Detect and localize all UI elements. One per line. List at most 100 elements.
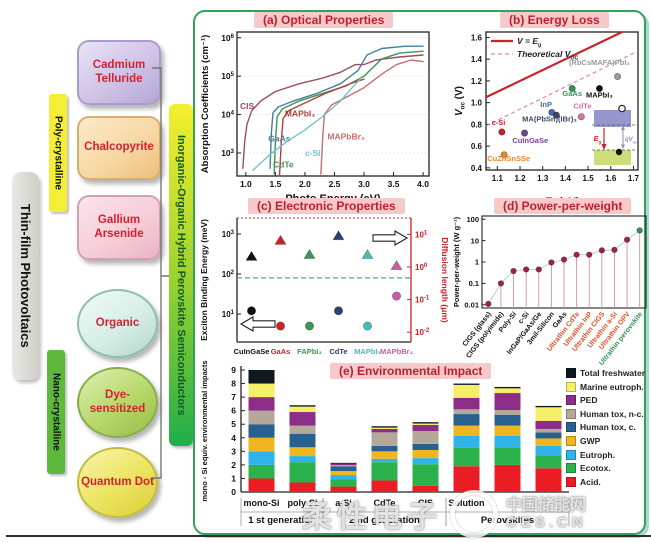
- svg-text:CdTe: CdTe: [329, 347, 347, 356]
- svg-text:Diffusion length (μm): Diffusion length (μm): [440, 237, 450, 323]
- svg-text:1.1: 1.1: [492, 174, 504, 183]
- svg-text:CIS: CIS: [240, 101, 255, 111]
- legend-label: Human tox, n-c.: [580, 408, 644, 419]
- svg-text:101: 101: [222, 310, 235, 319]
- watermark-brand: 中国储能网 CES.CN: [506, 496, 587, 531]
- legend-item-acid-: Acid.: [566, 476, 650, 487]
- watermark-brand-name: 中国储能网: [506, 496, 587, 514]
- svg-text:MAPbI₃: MAPbI₃: [354, 347, 381, 356]
- legend-item-human-tox-c-: Human tox, c.: [566, 422, 650, 433]
- point-(RbCsMAFA)PbI₃: [614, 73, 622, 81]
- svg-text:MAPbI₃: MAPbI₃: [586, 91, 613, 100]
- perovskite-bar-label: Inorganic-Organic Hybrid Perovskite Semi…: [175, 134, 187, 416]
- legend-label: Human tox, c.: [580, 422, 636, 433]
- bar-poly-Si: [289, 405, 316, 492]
- item-organic: Organic: [77, 289, 158, 358]
- svg-text:CuInGaSe: CuInGaSe: [234, 347, 270, 356]
- svg-text:Theoretical VOC: Theoretical VOC: [517, 49, 578, 62]
- chart-c-electronic-properties: 101 102 103 101 100 10-1 10-2 CuInGaSe GaAs FAPbI…: [199, 217, 450, 356]
- svg-text:0.4: 0.4: [471, 164, 483, 173]
- item-label: Chalcopyrite: [84, 141, 154, 154]
- svg-text:1.3: 1.3: [537, 174, 549, 183]
- point-Ultrathin InP: [586, 251, 593, 258]
- legend-swatch: [566, 381, 576, 392]
- nano-crystalline-pill: Nano-crystalline: [47, 350, 65, 474]
- environmental-impact-legend: Total freshwater Marine eutroph. PED Human …: [566, 368, 650, 490]
- item-label: Quantum Dot: [81, 475, 154, 488]
- svg-text:1.2: 1.2: [514, 174, 526, 183]
- legend-label: PED: [580, 395, 598, 406]
- stacked-bars: [248, 370, 562, 492]
- svg-text:1: 1: [475, 258, 479, 267]
- svg-text:V = Eg: V = Eg: [517, 36, 541, 49]
- panel-e-title: (e) Environmental Impact: [330, 363, 492, 379]
- right-axis-arrow-icon: [372, 230, 409, 246]
- legend-label: Acid.: [580, 476, 601, 487]
- svg-text:Power-per-weight (W g⁻¹): Power-per-weight (W g⁻¹): [452, 216, 461, 307]
- svg-text:CdTe: CdTe: [273, 160, 294, 170]
- svg-text:Voc (V): Voc (V): [454, 86, 467, 116]
- svg-text:mono-Si: mono-Si: [244, 498, 280, 508]
- svg-text:103: 103: [222, 230, 235, 239]
- point-GaAs: [568, 84, 576, 93]
- point-GaAs: [560, 256, 568, 263]
- axes: 1.0 1.5 2.0 2.5 3.0 3.5 4.0 103 104 105 106: [221, 31, 430, 189]
- circle-FAPbI₃: [305, 321, 315, 331]
- chart-b-energy-loss: 1.1 1.2 1.3 1.4 1.5 1.6 1.7 0.4 0.6 0.8 1.0 1.2 1.4 1…: [454, 31, 640, 210]
- data-points: c-Si CuZnSnSSe CuInGaSe InP MA(PbSn)(IBr)₃ Ga…: [487, 58, 630, 163]
- svg-text:c-Si: c-Si: [492, 118, 506, 127]
- legend-label: GWP: [580, 435, 601, 446]
- svg-text:1.0: 1.0: [471, 99, 483, 108]
- circle-CdTe: [334, 306, 344, 316]
- svg-text:2: 2: [231, 460, 236, 470]
- point-Ultrathin a-Si: [611, 246, 618, 253]
- svg-text:CuInGaSe: CuInGaSe: [512, 136, 548, 145]
- panel-a-title: (a) Optical Properties: [254, 12, 394, 28]
- triangle-GaAs: [274, 234, 287, 245]
- triangle-FAPbI₃: [303, 248, 316, 259]
- svg-text:3.5: 3.5: [388, 179, 400, 189]
- circle-MAPbI₃: [363, 321, 373, 331]
- point-c-Si: [523, 266, 530, 273]
- triangle-MAPbI₃: [361, 248, 374, 259]
- poly-crystalline-label: Poly-crystalline: [52, 116, 64, 190]
- point-CdTe: [577, 113, 585, 121]
- curve-c-Si: [252, 77, 362, 171]
- svg-text:7: 7: [231, 392, 236, 402]
- svg-text:Absorption Coefficients (cm⁻¹): Absorption Coefficients (cm⁻¹): [200, 35, 211, 174]
- svg-text:GaAs: GaAs: [562, 89, 582, 98]
- point-CIGS (glass): [485, 300, 492, 308]
- svg-text:10: 10: [471, 236, 479, 245]
- legend-item-ped: PED: [566, 395, 650, 406]
- svg-text:2.0: 2.0: [299, 179, 311, 189]
- svg-text:1 st generation: 1 st generation: [248, 515, 316, 526]
- curve-MAPbBr₃: [320, 59, 424, 175]
- svg-text:100: 100: [415, 263, 428, 272]
- point-Ultrathin CdTe: [573, 251, 580, 258]
- curve-MAPbI₃: [278, 78, 365, 177]
- chart-a-optical-properties: 1.0 1.5 2.0 2.5 3.0 3.5 4.0 103 104 105 106 CIS GaAs…: [200, 31, 430, 205]
- svg-text:8: 8: [231, 379, 236, 389]
- svg-text:CdTe: CdTe: [374, 498, 396, 508]
- svg-text:10-1: 10-1: [415, 296, 430, 305]
- svg-text:104: 104: [221, 110, 234, 120]
- svg-text:CdTe: CdTe: [573, 102, 591, 111]
- point-CuInGaSe: [521, 129, 529, 137]
- curve-CdTe: [273, 50, 424, 175]
- svg-text:1: 1: [231, 473, 236, 483]
- svg-text:1.6: 1.6: [605, 174, 617, 183]
- svg-text:a-Si: a-Si: [335, 498, 352, 508]
- bar-mono-Si: [248, 370, 275, 492]
- bar-CdTe: [371, 426, 398, 492]
- svg-text:1.5: 1.5: [269, 179, 281, 189]
- point-c-Si: [498, 128, 506, 136]
- series: CIS GaAs CdTe MAPbI₃ MAPbBr₃ c-Si: [240, 45, 424, 177]
- svg-text:3: 3: [231, 446, 236, 456]
- legend-label: Eutroph.: [580, 449, 615, 460]
- circle-GaAs: [276, 321, 286, 331]
- svg-text:MAPbBr₃: MAPbBr₃: [380, 347, 414, 356]
- legend-swatch: [566, 449, 576, 460]
- bottom-rule: [6, 535, 651, 537]
- svg-text:1.6: 1.6: [471, 33, 483, 42]
